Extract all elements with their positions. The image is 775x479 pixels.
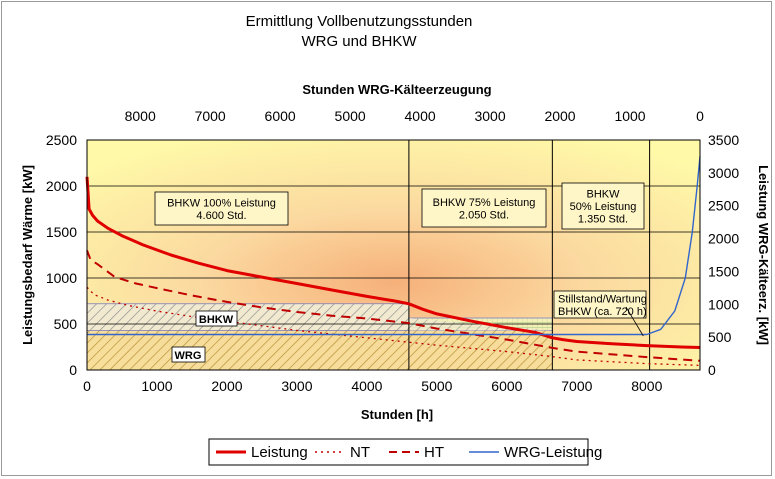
period-dividers <box>408 140 651 370</box>
series-nt <box>86 286 701 367</box>
annotation-text: BHKW 75% Leistung <box>433 197 536 209</box>
x-tick-label: 0 <box>83 378 91 394</box>
chart-title: Ermittlung Vollbenutzungsstunden <box>246 13 473 30</box>
wrg-area <box>87 330 553 370</box>
x-tick-label: 6000 <box>491 378 522 394</box>
annotation-text: 1.350 Std. <box>578 214 628 226</box>
wrg-label-box <box>171 346 206 363</box>
y-tick-label: 500 <box>54 316 78 332</box>
y2-tick-label: 2500 <box>708 198 739 214</box>
y-tick-label: 1000 <box>46 270 77 286</box>
plot-border <box>86 139 701 371</box>
series-ht <box>86 250 701 362</box>
series-leistung <box>85 176 701 349</box>
x2-tick-label: 7000 <box>195 108 226 124</box>
chart-subtitle: WRG und BHKW <box>301 33 417 50</box>
y-tick-label: 1500 <box>46 224 77 240</box>
y-tick-label: 0 <box>69 362 77 378</box>
series-wrg-leistung <box>87 156 701 336</box>
x-tick-label: 7000 <box>561 378 592 394</box>
annotation-text: 2.050 Std. <box>459 209 509 221</box>
bhkw-area-label: BHKW <box>199 314 234 326</box>
y2-tick-label: 0 <box>708 362 716 378</box>
x2-tick-label: 0 <box>696 108 704 124</box>
annotation-text: 4.600 Std. <box>196 210 246 222</box>
bhkw-band-segment <box>86 303 410 331</box>
y2-tick-label: 2000 <box>708 231 739 247</box>
x2-tick-label: 5000 <box>335 108 366 124</box>
annotation-box <box>154 191 289 226</box>
y-tick-label: 2000 <box>46 178 77 194</box>
annotation-box <box>561 182 645 230</box>
bhkw-label-box <box>195 310 238 327</box>
x-axis-label: Stunden [h] <box>361 407 433 422</box>
annotation-text: BHKW (ca. 720 h) <box>558 306 647 318</box>
legend-label: HT <box>424 444 444 461</box>
x2-axis-ticks: 8000 7000 6000 5000 4000 3000 2000 1000 0 <box>125 108 704 124</box>
y2-axis-label: Leistung WRG-Kälteerz. [kW] <box>756 165 771 345</box>
x-tick-label: 4000 <box>351 378 382 394</box>
y2-tick-label: 3000 <box>708 165 739 181</box>
y2-tick-label: 1500 <box>708 263 739 279</box>
x2-tick-label: 6000 <box>265 108 296 124</box>
series-lines <box>85 156 701 367</box>
bhkw-transition-wedge <box>408 318 553 331</box>
x2-tick-label: 3000 <box>474 108 505 124</box>
x2-tick-label: 2000 <box>544 108 575 124</box>
y2-tick-label: 1000 <box>708 296 739 312</box>
y-axis-ticks: 0 500 1000 1500 2000 2500 <box>46 132 77 378</box>
y2-axis-ticks: 0 500 1000 1500 2000 2500 3000 3500 <box>708 132 739 378</box>
x-tick-label: 3000 <box>281 378 312 394</box>
x-tick-label: 8000 <box>631 378 662 394</box>
y2-tick-label: 3500 <box>708 132 739 148</box>
y2-tick-label: 500 <box>708 329 732 345</box>
legend-label: WRG-Leistung <box>504 444 602 461</box>
legend-label: NT <box>350 444 370 461</box>
legend-box <box>208 438 589 466</box>
x2-tick-label: 8000 <box>125 108 156 124</box>
annotation-text: 50% Leistung <box>570 201 637 213</box>
annotation-leader <box>625 306 644 337</box>
annotation-text: BHKW 100% Leistung <box>167 197 276 209</box>
x2-axis-label: Stunden WRG-Kälteerzeugung <box>302 82 491 97</box>
legend: Leistung NT HT WRG-Leistung <box>216 444 602 461</box>
x-tick-label: 5000 <box>421 378 452 394</box>
wrg-area-label: WRG <box>175 350 202 362</box>
x2-tick-label: 4000 <box>405 108 436 124</box>
x2-tick-label: 1000 <box>614 108 645 124</box>
annotation-text: Stillstand/Wartung <box>558 293 647 305</box>
x-axis-ticks: 0 1000 2000 3000 4000 5000 6000 7000 8000 <box>83 378 662 394</box>
y-tick-label: 2500 <box>46 132 77 148</box>
annotation-text: BHKW <box>587 189 621 201</box>
y-axis-label: Leistungsbedarf Wärme [kW] <box>20 165 35 345</box>
legend-label: Leistung <box>251 444 308 461</box>
annotation-box <box>553 290 647 319</box>
x-tick-label: 1000 <box>141 378 172 394</box>
x-tick-label: 2000 <box>211 378 242 394</box>
annotation-box <box>421 188 547 228</box>
